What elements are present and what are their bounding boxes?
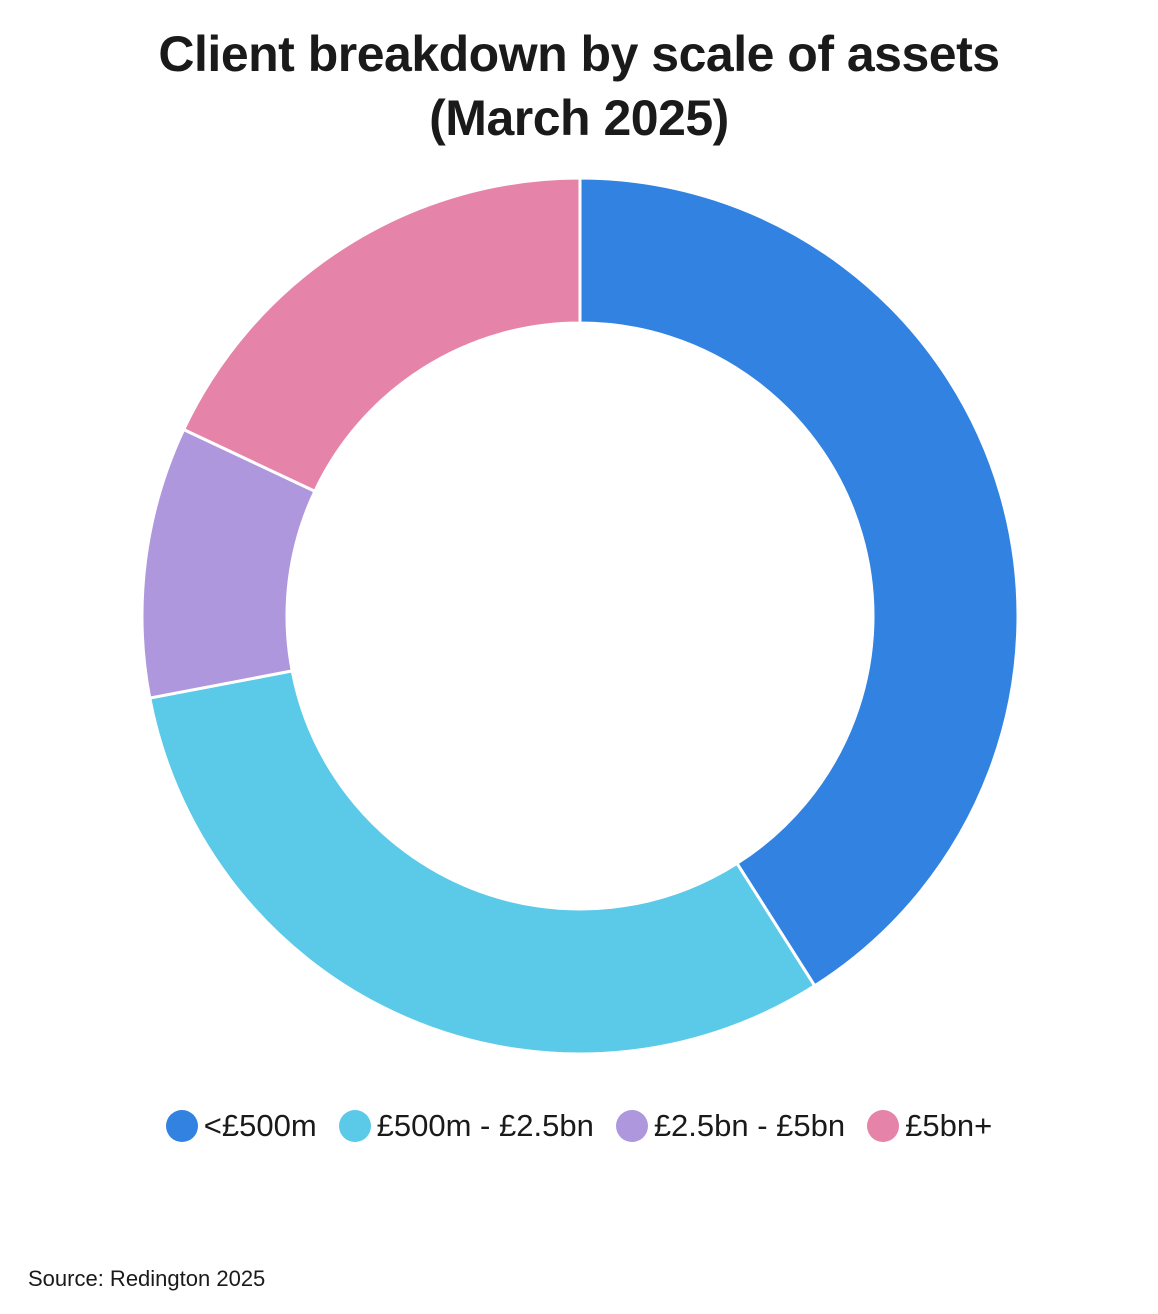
legend-label-1: £500m - £2.5bn [376, 1108, 594, 1143]
chart-legend: <£500m £500m - £2.5bn £2.5bn - £5bn £5bn+ [0, 1100, 1158, 1152]
chart-title-line-1: Client breakdown by scale of assets [158, 26, 1000, 82]
legend-swatch-0 [165, 1110, 198, 1142]
legend-label-3: £5bn+ [905, 1108, 993, 1143]
chart-title-line-2: (March 2025) [429, 90, 729, 146]
donut-slice-3 [182, 176, 582, 493]
legend-item-0: <£500m [165, 1106, 317, 1146]
legend-item-3: £5bn+ [867, 1106, 992, 1146]
legend-item-1: £500m - £2.5bn [338, 1106, 594, 1146]
legend-label-2: £2.5bn - £5bn [653, 1108, 846, 1143]
donut-slice-0 [578, 176, 1020, 988]
legend-swatch-1 [338, 1110, 371, 1142]
legend-swatch-3 [867, 1110, 900, 1142]
source-note: Source: Redington 2025 [28, 1266, 266, 1291]
legend-label-0: <£500m [203, 1108, 317, 1143]
chart-title: Client breakdown by scale of assets (Mar… [0, 22, 1158, 150]
legend-item-2: £2.5bn - £5bn [615, 1106, 846, 1146]
legend-swatch-2 [615, 1110, 648, 1142]
donut-slice-1 [148, 669, 817, 1056]
